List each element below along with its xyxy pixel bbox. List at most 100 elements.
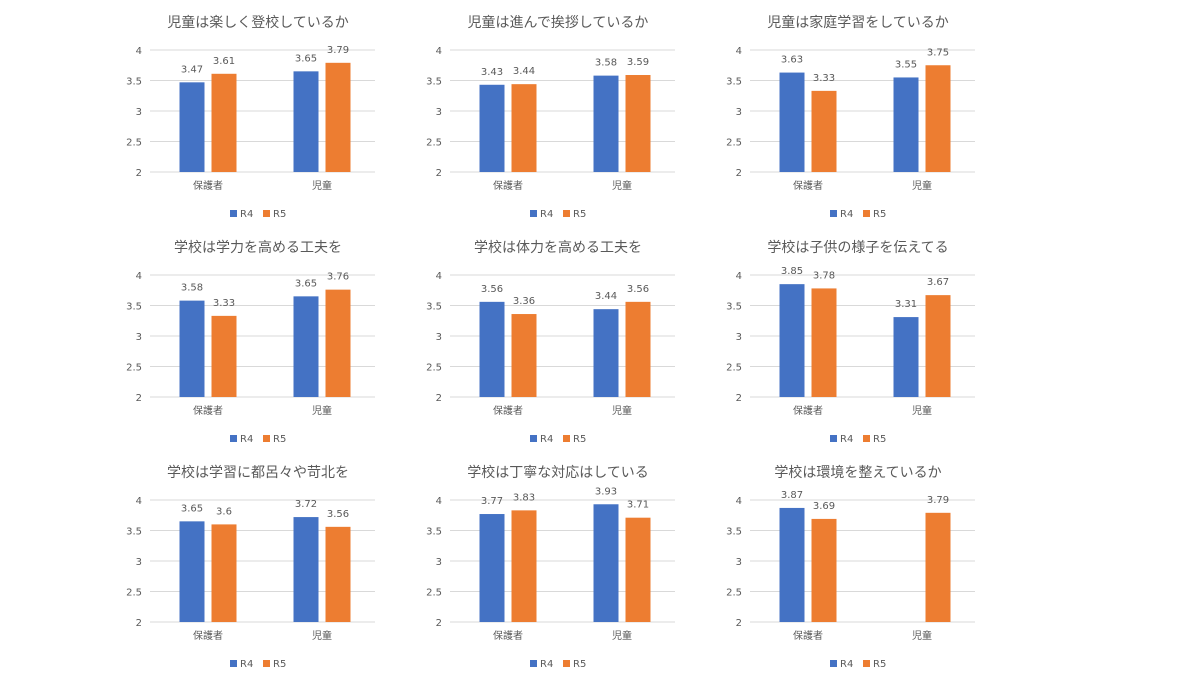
- data-label: 3.77: [481, 496, 503, 507]
- chart-8: 学校は丁寧な対応はしている 2 2.5 3 3.5 4 保護者 3.77 3.83 児童 3.93 3…: [420, 450, 690, 675]
- y-tick-label: 3.5: [426, 77, 442, 88]
- bar-r5: [925, 295, 951, 397]
- chart-title: 学校は子供の様子を伝えてる: [767, 239, 948, 256]
- chart-title: 児童は家庭学習をしているか: [767, 14, 949, 31]
- data-label: 3.65: [295, 278, 317, 289]
- chart-3: 児童は家庭学習をしているか 2 2.5 3 3.5 4 保護者 3.63 3.33 児童 3.55 3…: [720, 0, 990, 225]
- y-tick-label: 2: [736, 393, 742, 404]
- data-label: 3.61: [213, 56, 235, 67]
- y-tick-label: 2: [436, 168, 442, 179]
- bar-r5: [211, 315, 237, 397]
- chart-svg: 学校は学力を高める工夫を 2 2.5 3 3.5 4 保護者 3.58 3.33 児童 3.65 3.…: [126, 239, 375, 445]
- legend-swatch-r5: [563, 210, 570, 217]
- data-label: 3.67: [927, 277, 949, 288]
- legend-label: R4: [240, 434, 253, 445]
- bar-r4: [179, 82, 205, 172]
- bar-r4: [293, 71, 319, 172]
- legend-label: R4: [840, 659, 853, 670]
- x-tick-label: 保護者: [493, 404, 523, 417]
- y-tick-label: 2: [436, 618, 442, 629]
- legend-swatch-r4: [830, 435, 837, 442]
- legend-swatch-r5: [563, 660, 570, 667]
- y-tick-label: 2: [736, 168, 742, 179]
- x-tick-label: 保護者: [793, 629, 823, 642]
- data-label: 3.43: [481, 67, 503, 78]
- data-label: 3.75: [927, 47, 949, 58]
- data-label: 3.87: [781, 490, 803, 501]
- data-label: 3.55: [895, 59, 917, 70]
- y-tick-label: 2.5: [726, 363, 742, 374]
- chart-title: 学校は学力を高める工夫を: [174, 239, 342, 256]
- y-tick-label: 3.5: [726, 527, 742, 538]
- data-label: 3.58: [595, 58, 617, 69]
- y-tick-label: 4: [736, 271, 742, 282]
- bar-r4: [593, 309, 619, 397]
- chart-title: 児童は楽しく登校しているか: [167, 14, 349, 31]
- y-tick-label: 3.5: [126, 302, 142, 313]
- data-label: 3.69: [813, 501, 835, 512]
- bar-r4: [779, 72, 805, 172]
- legend-swatch-r5: [863, 210, 870, 217]
- bar-r5: [925, 512, 951, 622]
- chart-2: 児童は進んで挨拶しているか 2 2.5 3 3.5 4 保護者 3.43 3.44 児童 3.58 3…: [420, 0, 690, 225]
- data-label: 3.72: [295, 499, 317, 510]
- y-tick-label: 2.5: [126, 138, 142, 149]
- legend-swatch-r4: [230, 210, 237, 217]
- x-tick-label: 児童: [612, 404, 632, 417]
- y-tick-label: 2.5: [726, 588, 742, 599]
- y-tick-label: 3: [436, 557, 442, 568]
- legend-label: R4: [540, 209, 553, 220]
- data-label: 3.63: [781, 55, 803, 66]
- x-tick-label: 保護者: [493, 179, 523, 192]
- x-tick-label: 児童: [612, 629, 632, 642]
- legend-swatch-r4: [530, 210, 537, 217]
- chart-title: 児童は進んで挨拶しているか: [468, 14, 649, 31]
- legend-label: R5: [873, 434, 886, 445]
- y-tick-label: 3.5: [426, 302, 442, 313]
- legend-swatch-r5: [263, 210, 270, 217]
- bar-r4: [179, 300, 205, 397]
- bar-r5: [211, 524, 237, 622]
- x-tick-label: 保護者: [193, 179, 223, 192]
- legend-swatch-r5: [863, 660, 870, 667]
- bar-r4: [479, 301, 505, 397]
- data-label: 3.56: [627, 284, 649, 295]
- y-tick-label: 4: [136, 46, 142, 57]
- x-tick-label: 保護者: [193, 404, 223, 417]
- data-label: 3.44: [595, 291, 617, 302]
- y-tick-label: 2.5: [126, 363, 142, 374]
- y-tick-label: 3.5: [726, 77, 742, 88]
- y-tick-label: 2.5: [426, 588, 442, 599]
- data-label: 3.76: [327, 272, 349, 283]
- y-tick-label: 2: [136, 618, 142, 629]
- y-tick-label: 4: [436, 496, 442, 507]
- chart-svg: 学校は丁寧な対応はしている 2 2.5 3 3.5 4 保護者 3.77 3.83 児童 3.93 3…: [426, 464, 675, 670]
- chart-svg: 学校は子供の様子を伝えてる 2 2.5 3 3.5 4 保護者 3.85 3.78 児童 3.31 3…: [726, 239, 975, 445]
- y-tick-label: 3.5: [126, 527, 142, 538]
- y-tick-label: 3: [436, 107, 442, 118]
- data-label: 3.31: [895, 299, 917, 310]
- y-tick-label: 4: [736, 496, 742, 507]
- y-tick-label: 2.5: [726, 138, 742, 149]
- y-tick-label: 3.5: [126, 77, 142, 88]
- legend-label: R4: [840, 209, 853, 220]
- y-tick-label: 3: [736, 107, 742, 118]
- chart-7: 学校は学習に都呂々や苛北を 2 2.5 3 3.5 4 保護者 3.65 3.6 児童 3.72 3.…: [120, 450, 390, 675]
- chart-svg: 児童は進んで挨拶しているか 2 2.5 3 3.5 4 保護者 3.43 3.44 児童 3.58 3…: [426, 14, 675, 220]
- y-tick-label: 2: [136, 168, 142, 179]
- bar-r4: [479, 84, 505, 172]
- y-tick-label: 4: [436, 271, 442, 282]
- x-tick-label: 児童: [312, 629, 332, 642]
- y-tick-label: 3: [136, 332, 142, 343]
- data-label: 3.85: [781, 266, 803, 277]
- data-label: 3.56: [327, 509, 349, 520]
- y-tick-label: 4: [136, 271, 142, 282]
- bar-r4: [779, 507, 805, 622]
- y-tick-label: 3: [436, 332, 442, 343]
- legend-label: R4: [840, 434, 853, 445]
- bar-r5: [325, 526, 351, 622]
- bar-r5: [625, 301, 651, 397]
- y-tick-label: 3.5: [426, 527, 442, 538]
- legend-swatch-r5: [263, 435, 270, 442]
